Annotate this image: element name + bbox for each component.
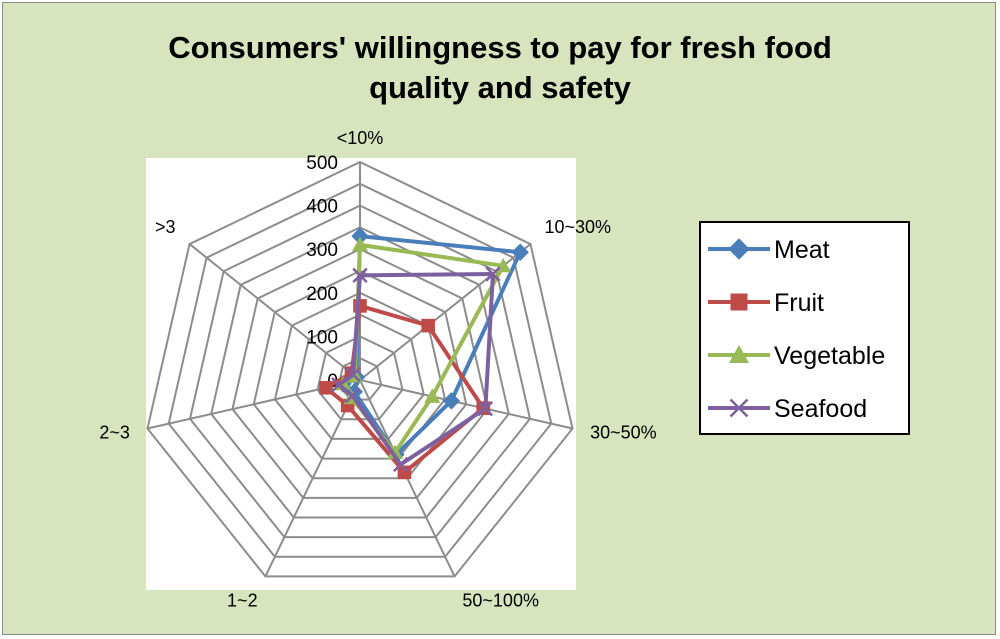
data-point xyxy=(331,377,347,393)
grid-ring xyxy=(252,269,468,480)
grid-ring xyxy=(146,160,574,578)
tick-label: 500 xyxy=(306,153,338,174)
grid-ring xyxy=(210,226,510,519)
tick-label: 100 xyxy=(306,327,338,348)
data-point xyxy=(511,243,529,261)
category-label: 30~50% xyxy=(590,423,657,443)
legend: Meat Fruit Vegetable Seafood xyxy=(699,221,910,435)
data-point xyxy=(352,267,368,284)
legend-label: Seafood xyxy=(774,395,867,423)
series-seafood xyxy=(331,266,501,473)
grid-ring xyxy=(167,182,553,558)
data-point xyxy=(485,266,501,282)
category-label: >3 xyxy=(155,217,176,237)
category-label: 2~3 xyxy=(99,423,130,443)
series-group xyxy=(319,227,529,480)
category-label: 10~30% xyxy=(545,217,612,237)
legend-marker xyxy=(729,345,749,363)
data-point xyxy=(352,236,368,252)
tick-label: 300 xyxy=(306,240,338,261)
data-point xyxy=(397,465,412,480)
data-point xyxy=(424,388,441,403)
legend-item-seafood: Seafood xyxy=(708,395,867,423)
category-label: 50~100% xyxy=(462,591,539,611)
legend-item-vegetable: Vegetable xyxy=(708,342,885,370)
legend-label: Meat xyxy=(774,236,830,264)
grid-spoke xyxy=(264,379,361,577)
data-point xyxy=(421,318,435,333)
data-point xyxy=(386,444,403,460)
data-point xyxy=(477,400,494,417)
data-point xyxy=(442,392,461,410)
chart-title-line-1: Consumers' willingness to pay for fresh … xyxy=(168,30,832,65)
legend-item-fruit: Fruit xyxy=(708,289,824,317)
legend-label: Vegetable xyxy=(774,342,885,370)
data-point xyxy=(345,366,361,383)
data-point xyxy=(319,380,333,395)
category-label: 1~2 xyxy=(227,591,258,611)
grid-ring xyxy=(273,291,447,460)
grid-ring xyxy=(295,313,425,440)
legend-marker xyxy=(728,238,750,260)
tick-label: 400 xyxy=(306,197,338,218)
legend-label: Fruit xyxy=(774,289,824,317)
chart-title: Consumers' willingness to pay for fresh … xyxy=(0,28,1000,108)
data-point xyxy=(344,388,361,404)
chart-title-line-2: quality and safety xyxy=(369,70,631,105)
legend-item-meat: Meat xyxy=(708,236,830,264)
grid-spoke xyxy=(359,379,573,430)
tick-label: 200 xyxy=(306,284,338,305)
grid-ring xyxy=(231,248,489,499)
category-label: <10% xyxy=(337,128,384,148)
grid-spoke xyxy=(188,243,361,381)
legend-box xyxy=(699,221,910,435)
category-labels: <10% 10~30% 30~50% 50~100% 1~2 2~3 >3 xyxy=(99,128,656,611)
legend-marker xyxy=(730,293,748,311)
data-point xyxy=(392,456,409,473)
legend-marker xyxy=(729,398,749,418)
